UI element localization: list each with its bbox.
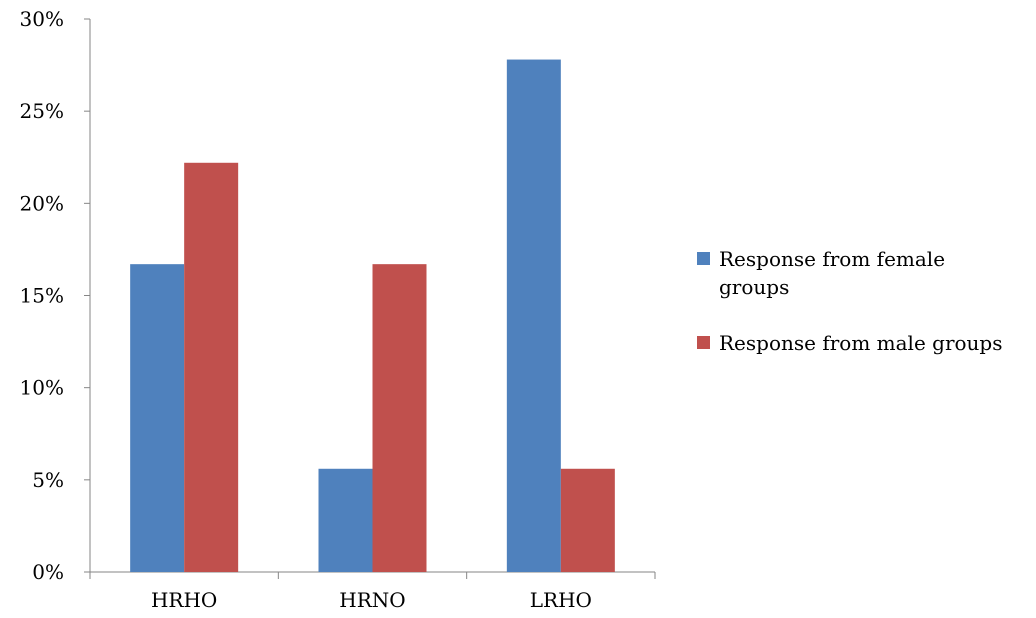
y-tick-labels: 0% 5% 10% 15% 20% 25% 30% xyxy=(20,7,64,584)
legend-label: groups xyxy=(719,275,789,299)
y-tick-label: 0% xyxy=(32,560,64,584)
y-tick-label: 20% xyxy=(20,191,64,215)
legend-swatch xyxy=(697,336,710,349)
legend-label: Response from male groups xyxy=(719,331,1003,355)
y-tick-label: 15% xyxy=(20,284,64,308)
y-tick-label: 10% xyxy=(20,376,64,400)
bar-male-hrho xyxy=(184,162,239,572)
y-tick-label: 25% xyxy=(20,99,64,123)
x-category-labels: HRHO HRNO LRHO xyxy=(151,588,592,612)
bar-male-lrho xyxy=(560,468,615,572)
legend-label: Response from female xyxy=(719,247,945,271)
x-category-label: HRHO xyxy=(151,588,217,612)
legend: Response from female groups Response from … xyxy=(697,247,1003,355)
bars xyxy=(130,59,615,572)
bar-female-hrho xyxy=(130,264,185,572)
bar-female-lrho xyxy=(506,59,561,572)
bar-male-hrno xyxy=(372,264,427,572)
bar-female-hrno xyxy=(318,468,373,572)
x-category-label: LRHO xyxy=(530,588,592,612)
legend-swatch xyxy=(697,252,710,265)
x-category-label: HRNO xyxy=(339,588,405,612)
y-tick-label: 30% xyxy=(20,7,64,31)
y-tick-label: 5% xyxy=(32,468,64,492)
